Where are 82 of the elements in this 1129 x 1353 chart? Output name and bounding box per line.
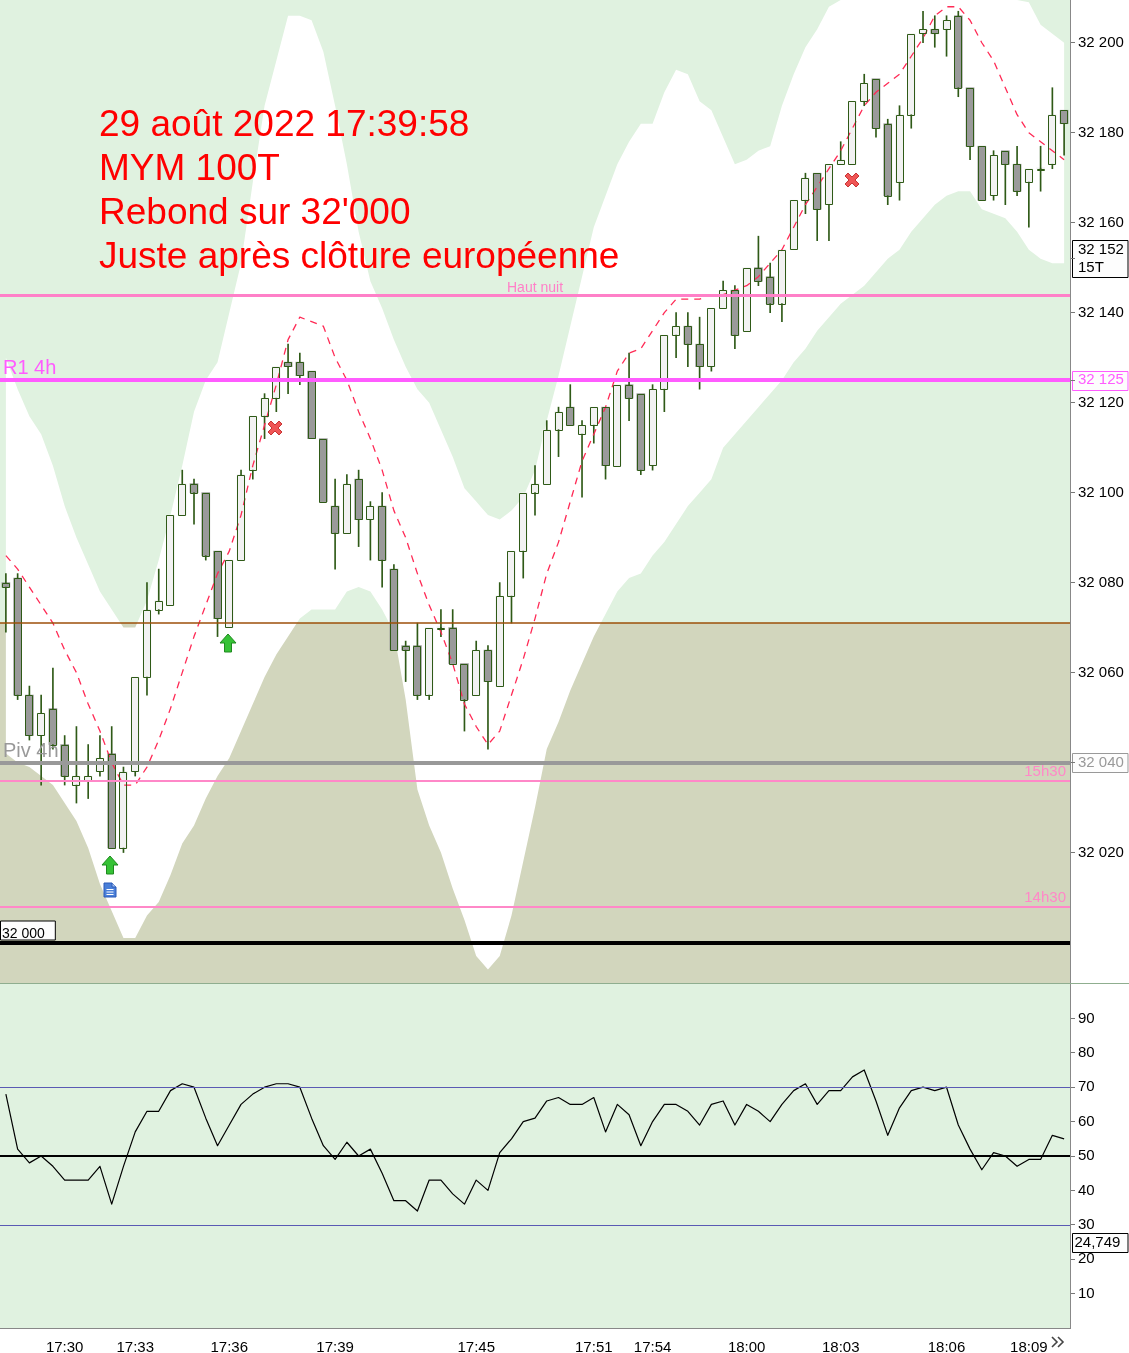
x-tick-label: 18:09 (1010, 1338, 1048, 1353)
candlestick (906, 33, 916, 129)
y-tick-label: 32 060 (1078, 662, 1124, 680)
candlestick (177, 469, 187, 516)
x-tick-label: 17:36 (210, 1338, 249, 1353)
x-tick-label: 18:00 (727, 1338, 766, 1353)
candlestick (1059, 109, 1069, 156)
candlestick (1024, 168, 1034, 228)
candlestick (836, 141, 846, 165)
y-tick-label: 70 (1078, 1077, 1095, 1095)
y-tick-label: 32 125 (1078, 370, 1124, 388)
ref-line-label: 14h30 (1024, 888, 1066, 905)
candlestick (671, 312, 681, 358)
y-tick-label: 50 (1078, 1146, 1095, 1164)
y-tick-label: 32 152 15T (1078, 239, 1124, 275)
candlestick (953, 10, 963, 98)
candlestick (1, 573, 11, 633)
x-tick-label: 17:30 (45, 1338, 84, 1353)
x-tick-label: 17:54 (633, 1338, 672, 1353)
y-tick-label: 32 160 (1078, 212, 1124, 230)
candlestick (166, 514, 175, 606)
candlestick (848, 100, 857, 165)
y-tick-label: 40 (1078, 1180, 1095, 1198)
ref-line-label: R1 4h (3, 356, 57, 378)
candlestick (789, 199, 799, 251)
candlestick (683, 312, 693, 367)
candlestick (377, 492, 387, 588)
y-tick-label: 32 080 (1078, 572, 1124, 590)
candlestick (965, 87, 975, 161)
y-tick-label: 90 (1078, 1008, 1095, 1026)
candlestick (871, 78, 881, 138)
candlestick (918, 10, 928, 44)
y-tick-label: 80 (1078, 1042, 1095, 1060)
line-series (5, 6, 1065, 786)
y-tick-label: 10 (1078, 1283, 1095, 1301)
x-tick-label: 17:45 (457, 1338, 495, 1353)
x-tick-label: 18:03 (821, 1338, 860, 1353)
y-tick-label: 32 020 (1078, 842, 1124, 860)
ref-line-label: 15h30 (1024, 762, 1066, 779)
candlestick (342, 474, 352, 534)
x-tick-label: 17:39 (316, 1338, 354, 1353)
ref-line-label: Haut nuit (506, 279, 564, 295)
x-tick-label: 18:06 (927, 1338, 966, 1353)
y-tick-label: 32 140 (1078, 302, 1124, 320)
candlestick (495, 582, 505, 687)
annotation: Rebond sur 32'000 (99, 191, 411, 232)
candlestick (330, 478, 340, 570)
annotation: MYM 100T (99, 147, 280, 188)
candlestick (624, 352, 634, 421)
candlestick (142, 582, 152, 696)
candlestick (812, 172, 822, 242)
candlestick (577, 420, 587, 498)
candlestick (248, 415, 258, 480)
y-tick-label: 32 040 (1078, 752, 1124, 770)
candlestick (883, 118, 893, 206)
candlestick (930, 15, 940, 48)
y-tick-label: 32 180 (1078, 122, 1124, 140)
annotation: Juste après clôture européenne (99, 235, 620, 276)
y-tick-label: 60 (1078, 1111, 1095, 1129)
candlestick (518, 492, 528, 579)
text: 24,749 (1074, 1232, 1121, 1250)
candlestick (471, 640, 481, 696)
candlestick (565, 384, 575, 426)
candlestick (730, 285, 740, 349)
y-tick-label: 32 200 (1078, 32, 1124, 50)
candlestick (236, 469, 246, 561)
annotation: 29 août 2022 17:39:58 (99, 103, 470, 144)
y-tick-label: 32 120 (1078, 392, 1124, 410)
candlestick (283, 343, 293, 394)
candlestick (224, 559, 234, 628)
y-tick-label: 20 (1078, 1249, 1095, 1267)
y-tick-label: 30 (1078, 1214, 1095, 1232)
y-tick-label: 32 100 (1078, 482, 1124, 500)
candlestick (389, 564, 399, 651)
candlestick (483, 645, 493, 750)
candlestick (977, 145, 987, 201)
candlestick (824, 163, 834, 242)
x-tick-label: 17:51 (575, 1338, 613, 1353)
x-tick-label: 17:33 (116, 1338, 154, 1353)
candlestick (589, 406, 599, 444)
candlestick (307, 370, 316, 439)
ref-line-label: 32 000 (2, 925, 46, 941)
